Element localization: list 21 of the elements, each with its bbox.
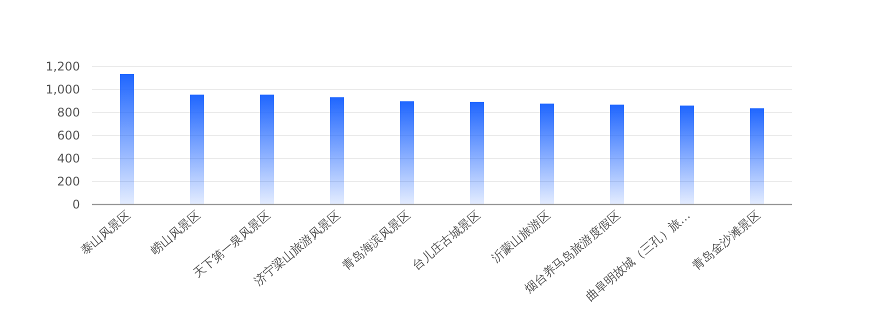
y-tick-label: 1,200	[46, 60, 80, 74]
y-tick-label: 800	[57, 106, 80, 120]
bar	[680, 106, 694, 204]
y-tick-label: 600	[57, 128, 80, 142]
x-tick-label: 崂山风景区	[148, 208, 203, 258]
bar	[260, 94, 274, 204]
y-tick-label: 1,000	[46, 82, 80, 96]
bar	[610, 104, 624, 204]
x-tick-label: 青岛金沙滩景区	[690, 208, 763, 273]
bar	[540, 104, 554, 204]
y-tick-label: 200	[57, 174, 80, 188]
bar	[330, 97, 344, 204]
x-tick-label: 泰山风景区	[78, 208, 133, 258]
bar	[750, 108, 764, 204]
bar	[400, 101, 414, 204]
y-tick-label: 400	[57, 152, 80, 166]
y-tick-label: 0	[72, 198, 80, 212]
bar	[190, 94, 204, 204]
bar	[470, 102, 484, 204]
bar	[120, 74, 134, 204]
x-tick-label: 沂蒙山旅游区	[488, 208, 553, 266]
